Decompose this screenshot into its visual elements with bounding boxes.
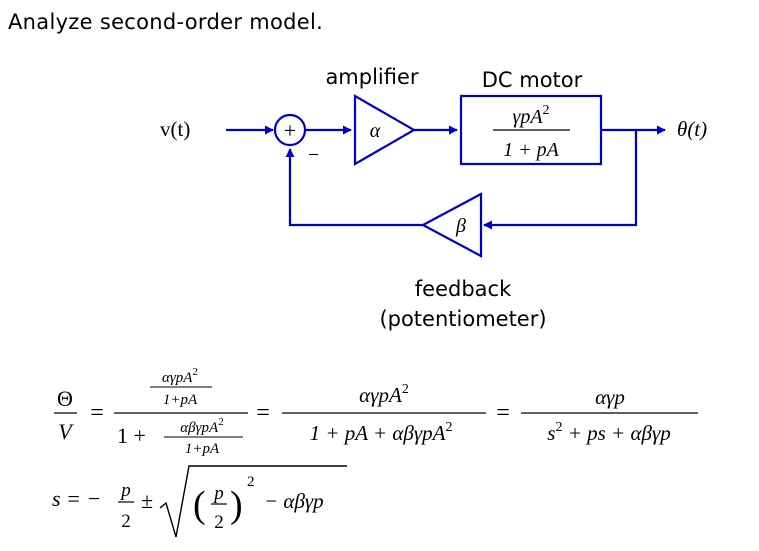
feedback-gain: β (455, 215, 466, 237)
s-inner-den: 2 (214, 512, 224, 533)
input-label: v(t) (160, 117, 190, 141)
s-inner-num: p (212, 483, 224, 504)
output-label: θ(t) (677, 117, 707, 141)
lhs-numerator: Θ (57, 386, 73, 411)
feedback-path-in (483, 130, 638, 230)
motor-denominator: 1 + pA (503, 139, 559, 161)
amplifier-title: amplifier (325, 65, 418, 89)
feedback-subtitle: (potentiometer) (379, 307, 546, 331)
equals-3: = (496, 400, 510, 426)
f1-top-den: 1+pA (163, 392, 198, 408)
roots-equation: s = − p 2 ± ( p 2 ) 2 − αβγp (52, 465, 347, 538)
amplifier-gain: α (370, 120, 381, 142)
s-frac-den: 2 (121, 511, 131, 532)
feedback-path-out (285, 148, 423, 227)
transfer-function-equation: Θ V = αγpA2 1+pA 1 + αβγpA2 1+pA = αγpA2… (54, 366, 698, 457)
f1-bot-den: 1+pA (185, 441, 220, 457)
f3-numerator: αγp (595, 385, 625, 409)
sum-plus-sign: + (284, 118, 296, 143)
motor-numerator: γpA2 (512, 103, 549, 128)
s-square-exp: 2 (247, 474, 255, 490)
feedback-title: feedback (415, 277, 512, 301)
f1-bot-prefix: 1 + (117, 423, 146, 448)
f2-numerator: αγpA2 (359, 382, 409, 407)
paren-open: ( (193, 484, 206, 526)
paren-close: ) (230, 484, 243, 526)
lhs-denominator: V (58, 419, 74, 444)
feedback-triangle (420, 192, 483, 258)
sum-minus-sign: − (308, 144, 319, 166)
f1-bot-num: αβγpA2 (180, 416, 223, 436)
s-tail: − αβγp (264, 489, 324, 513)
amplifier-triangle (353, 94, 417, 166)
sqrt-sign (159, 465, 347, 538)
f3-denominator: s2 + ps + αβγp (547, 420, 670, 445)
s-lhs: s = − (52, 486, 101, 511)
f2-denominator: 1 + pA + αβγpA2 (310, 420, 453, 445)
equals-2: = (256, 400, 270, 426)
motor-title: DC motor (482, 68, 583, 92)
equals-1: = (90, 400, 104, 426)
s-plus-minus: ± (141, 488, 153, 513)
f1-top-num: αγpA2 (162, 366, 198, 386)
page-heading: Analyze second-order model. (8, 10, 324, 34)
s-frac-num: p (119, 480, 131, 501)
